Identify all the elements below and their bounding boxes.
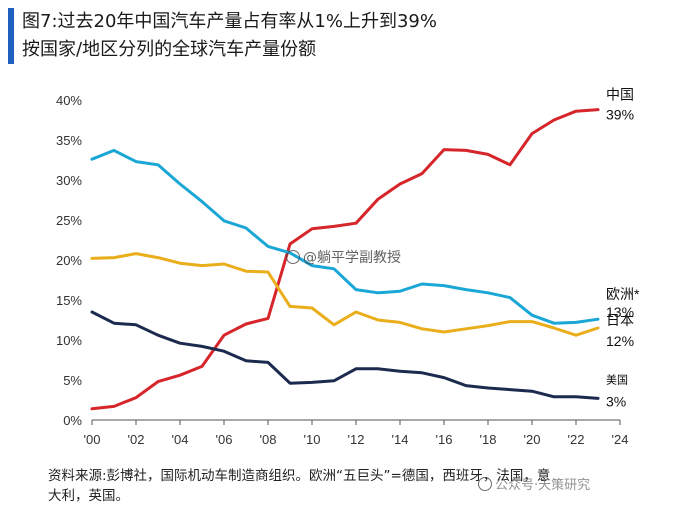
x-tick-label: '12 — [348, 432, 365, 447]
chart-title: 图7:过去20年中国汽车产量占有率从1%上升到39% — [22, 11, 437, 32]
chart-subtitle: 按国家/地区分列的全球汽车产量份额 — [22, 39, 317, 60]
y-tick-label: 15% — [56, 293, 82, 308]
series-end-value: 3% — [606, 393, 626, 409]
series-name-label: 日本 — [606, 312, 634, 328]
y-tick-label: 25% — [56, 213, 82, 228]
y-tick-label: 5% — [63, 373, 82, 388]
series-end-value: 39% — [606, 107, 634, 123]
series-line-0 — [90, 108, 600, 411]
x-tick-label: '02 — [128, 432, 145, 447]
x-tick-label: '20 — [524, 432, 541, 447]
x-tick-label: '24 — [612, 432, 629, 447]
series-name-label: 欧洲* — [606, 286, 640, 302]
y-tick-label: 20% — [56, 253, 82, 268]
series-line-2 — [90, 252, 600, 337]
y-tick-label: 0% — [63, 413, 82, 428]
x-tick-label: '14 — [392, 432, 409, 447]
watermark-bottom-right: 公众号·天策研究 — [478, 474, 590, 493]
series-name-label: 中国 — [606, 87, 634, 103]
source-note: 资料来源:彭博社，国际机动车制造商组织。欧洲“五巨头”=德国，西班牙，法国，意 … — [48, 466, 680, 506]
series-name-label: 美国 — [606, 373, 628, 386]
x-tick-label: '18 — [480, 432, 497, 447]
x-tick-label: '04 — [172, 432, 189, 447]
y-tick-label: 10% — [56, 333, 82, 348]
source-line-1: 资料来源:彭博社，国际机动车制造商组织。欧洲“五巨头”=德国，西班牙，法国，意 — [48, 468, 551, 484]
x-tick-label: '10 — [304, 432, 321, 447]
x-tick-label: '08 — [260, 432, 277, 447]
y-tick-label: 35% — [56, 133, 82, 148]
y-tick-label: 40% — [56, 93, 82, 108]
x-tick-label: '00 — [84, 432, 101, 447]
watermark-center: @躺平学副教授 — [286, 247, 401, 267]
title-block: 图7:过去20年中国汽车产量占有率从1%上升到39% 按国家/地区分列的全球汽车… — [22, 8, 437, 64]
source-line-2: 大利，英国。 — [48, 488, 129, 504]
title-accent-bar — [8, 8, 14, 64]
series-line-3 — [90, 310, 600, 400]
x-tick-label: '06 — [216, 432, 233, 447]
x-tick-label: '16 — [436, 432, 453, 447]
y-tick-label: 30% — [56, 173, 82, 188]
weibo-icon — [286, 250, 300, 264]
x-tick-label: '22 — [568, 432, 585, 447]
wechat-icon — [478, 477, 492, 491]
series-line-1 — [90, 148, 600, 325]
series-end-value: 13% — [606, 304, 634, 320]
series-end-value: 12% — [606, 333, 634, 349]
